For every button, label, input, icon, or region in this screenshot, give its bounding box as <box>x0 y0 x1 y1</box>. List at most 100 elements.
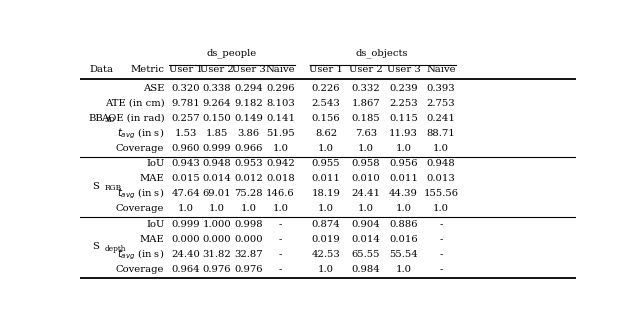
Text: 69.01: 69.01 <box>203 189 231 198</box>
Text: 0.296: 0.296 <box>266 84 294 93</box>
Text: User 3: User 3 <box>387 65 420 73</box>
Text: 1.867: 1.867 <box>351 99 380 108</box>
Text: User 3: User 3 <box>232 65 266 73</box>
Text: $t_{avg}$ (in s): $t_{avg}$ (in s) <box>117 187 164 201</box>
Text: 0.886: 0.886 <box>389 220 418 229</box>
Text: 0.257: 0.257 <box>172 114 200 123</box>
Text: 0.185: 0.185 <box>351 114 380 123</box>
Text: 0.948: 0.948 <box>427 160 456 168</box>
Text: 0.000: 0.000 <box>172 235 200 244</box>
Text: 0.013: 0.013 <box>427 174 456 183</box>
Text: 0.953: 0.953 <box>234 160 263 168</box>
Text: 146.6: 146.6 <box>266 189 294 198</box>
Text: User 1: User 1 <box>169 65 203 73</box>
Text: Coverage: Coverage <box>116 265 164 274</box>
Text: -: - <box>440 235 443 244</box>
Text: 0.239: 0.239 <box>389 84 418 93</box>
Text: 0.014: 0.014 <box>202 174 231 183</box>
Text: 0.241: 0.241 <box>427 114 456 123</box>
Text: User 1: User 1 <box>309 65 343 73</box>
Text: 0.014: 0.014 <box>351 235 380 244</box>
Text: 0.976: 0.976 <box>203 265 231 274</box>
Text: 2.753: 2.753 <box>427 99 456 108</box>
Text: 0.115: 0.115 <box>389 114 418 123</box>
Text: 3D: 3D <box>105 116 116 124</box>
Text: 0.011: 0.011 <box>312 174 340 183</box>
Text: ds_people: ds_people <box>207 49 257 58</box>
Text: 42.53: 42.53 <box>312 250 340 259</box>
Text: $t_{avg}$ (in s): $t_{avg}$ (in s) <box>117 126 164 141</box>
Text: 1.0: 1.0 <box>273 144 289 153</box>
Text: 0.964: 0.964 <box>172 265 200 274</box>
Text: 0.966: 0.966 <box>234 144 263 153</box>
Text: 47.64: 47.64 <box>172 189 200 198</box>
Text: 7.63: 7.63 <box>355 129 377 138</box>
Text: 1.0: 1.0 <box>318 265 334 274</box>
Text: 1.0: 1.0 <box>396 144 412 153</box>
Text: S: S <box>92 182 99 191</box>
Text: 0.226: 0.226 <box>312 84 340 93</box>
Text: 1.53: 1.53 <box>175 129 197 138</box>
Text: User 2: User 2 <box>200 65 234 73</box>
Text: 1.0: 1.0 <box>318 144 334 153</box>
Text: 0.149: 0.149 <box>234 114 263 123</box>
Text: 1.0: 1.0 <box>358 204 374 214</box>
Text: 0.015: 0.015 <box>172 174 200 183</box>
Text: Coverage: Coverage <box>116 144 164 153</box>
Text: -: - <box>278 220 282 229</box>
Text: 1.0: 1.0 <box>273 204 289 214</box>
Text: 0.150: 0.150 <box>202 114 231 123</box>
Text: 9.264: 9.264 <box>203 99 231 108</box>
Text: 0.948: 0.948 <box>202 160 231 168</box>
Text: 1.000: 1.000 <box>202 220 231 229</box>
Text: 2.543: 2.543 <box>312 99 340 108</box>
Text: 0.011: 0.011 <box>389 174 418 183</box>
Text: RGB: RGB <box>105 184 122 192</box>
Text: 88.71: 88.71 <box>427 129 456 138</box>
Text: -: - <box>440 220 443 229</box>
Text: 8.103: 8.103 <box>266 99 295 108</box>
Text: 155.56: 155.56 <box>424 189 459 198</box>
Text: IoU: IoU <box>146 220 164 229</box>
Text: IoU: IoU <box>146 160 164 168</box>
Text: 11.93: 11.93 <box>389 129 418 138</box>
Text: 0.019: 0.019 <box>312 235 340 244</box>
Text: 0.874: 0.874 <box>312 220 340 229</box>
Text: MAE: MAE <box>140 174 164 183</box>
Text: 1.0: 1.0 <box>178 204 194 214</box>
Text: 0.000: 0.000 <box>234 235 263 244</box>
Text: 1.0: 1.0 <box>396 265 412 274</box>
Text: 0.976: 0.976 <box>234 265 263 274</box>
Text: Data: Data <box>90 65 114 73</box>
Text: 55.54: 55.54 <box>389 250 418 259</box>
Text: ASE: ASE <box>143 84 164 93</box>
Text: 0.010: 0.010 <box>351 174 380 183</box>
Text: 1.0: 1.0 <box>241 204 257 214</box>
Text: 1.0: 1.0 <box>209 204 225 214</box>
Text: 1.0: 1.0 <box>433 144 449 153</box>
Text: 1.0: 1.0 <box>433 204 449 214</box>
Text: 0.332: 0.332 <box>351 84 380 93</box>
Text: Coverage: Coverage <box>116 204 164 214</box>
Text: 0.016: 0.016 <box>389 235 418 244</box>
Text: 3.86: 3.86 <box>237 129 260 138</box>
Text: 1.0: 1.0 <box>358 144 374 153</box>
Text: 75.28: 75.28 <box>234 189 263 198</box>
Text: 0.955: 0.955 <box>312 160 340 168</box>
Text: 1.0: 1.0 <box>318 204 334 214</box>
Text: 0.943: 0.943 <box>172 160 200 168</box>
Text: 0.018: 0.018 <box>266 174 295 183</box>
Text: 0.998: 0.998 <box>234 220 263 229</box>
Text: 0.960: 0.960 <box>172 144 200 153</box>
Text: 32.87: 32.87 <box>234 250 263 259</box>
Text: MAE: MAE <box>140 235 164 244</box>
Text: 9.781: 9.781 <box>172 99 200 108</box>
Text: 1.85: 1.85 <box>205 129 228 138</box>
Text: 1.0: 1.0 <box>396 204 412 214</box>
Text: $t_{avg}$ (in s): $t_{avg}$ (in s) <box>117 247 164 262</box>
Text: 0.904: 0.904 <box>351 220 380 229</box>
Text: 0.320: 0.320 <box>172 84 200 93</box>
Text: 0.958: 0.958 <box>351 160 380 168</box>
Text: 0.999: 0.999 <box>172 220 200 229</box>
Text: 51.95: 51.95 <box>266 129 295 138</box>
